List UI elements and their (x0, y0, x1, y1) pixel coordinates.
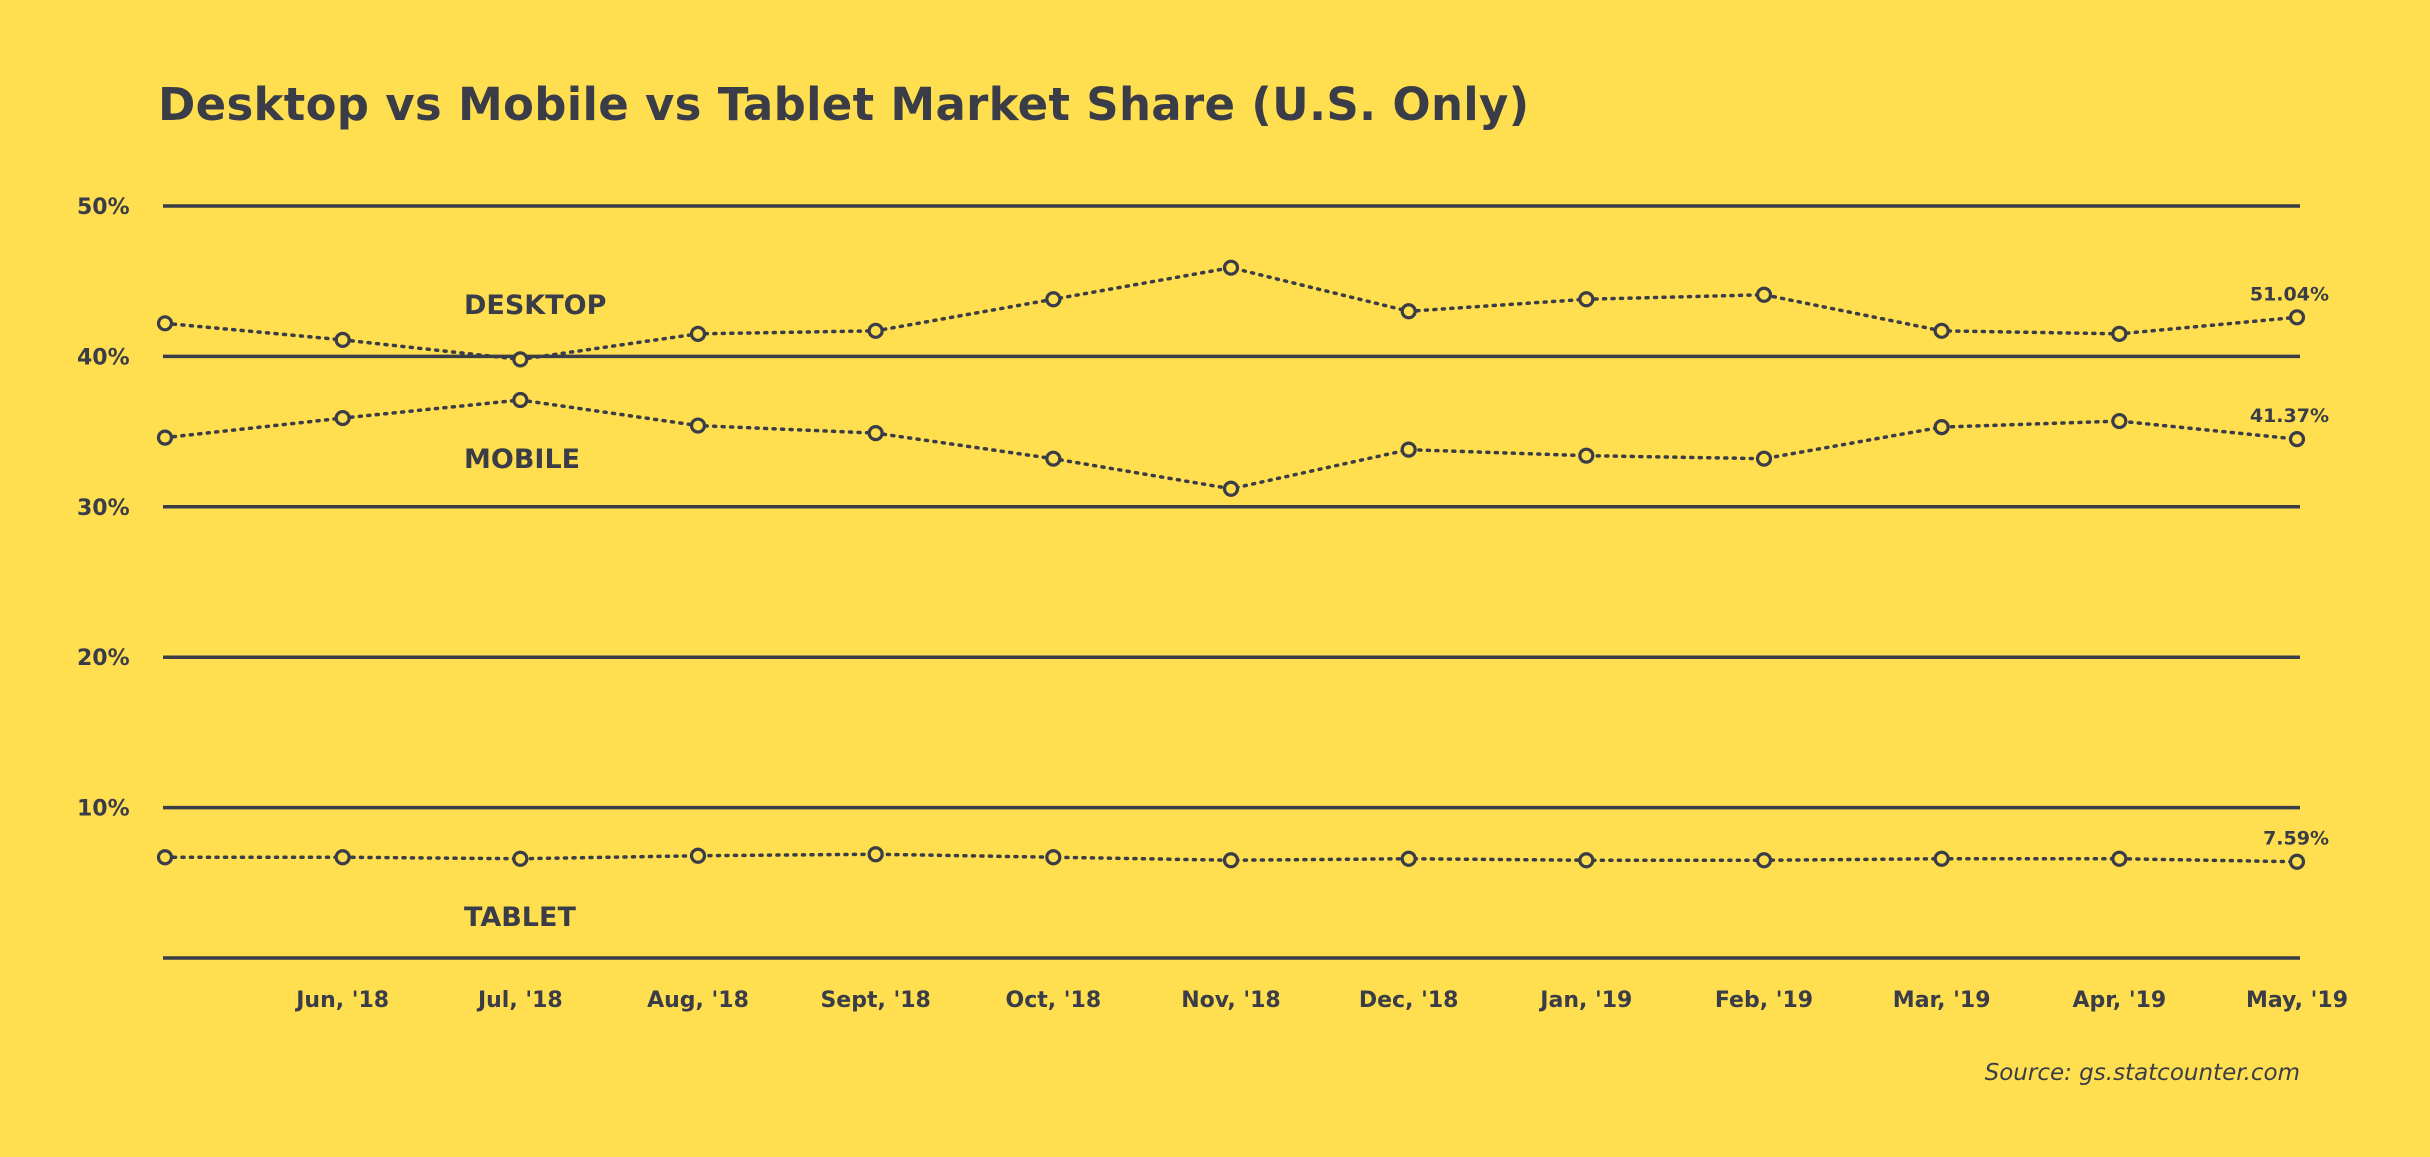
data-point-mobile (1755, 450, 1773, 467)
data-point-desktop (1400, 303, 1417, 320)
x-tick-label: May, '19 (2246, 988, 2348, 1013)
x-tick-label: Nov, '18 (1181, 988, 1280, 1013)
data-point-tablet (689, 847, 707, 864)
data-point-tablet (1045, 849, 1062, 866)
data-point-tablet (1222, 852, 1240, 869)
data-point-mobile (1933, 418, 1950, 436)
data-point-desktop (689, 325, 707, 342)
end-value-label-desktop: 51.04% (2250, 283, 2329, 305)
data-point-tablet (867, 846, 884, 863)
data-point-mobile (156, 429, 174, 446)
data-point-desktop (156, 315, 174, 332)
y-tick-label: 30% (77, 496, 130, 521)
data-point-mobile (334, 409, 351, 427)
data-point-tablet (156, 849, 174, 866)
series-tablet (156, 846, 2306, 870)
data-point-desktop (2288, 309, 2306, 326)
data-point-desktop (334, 331, 351, 348)
x-tick-label: Apr, '19 (2072, 988, 2166, 1013)
x-axis-tick-labels: Jun, '18 Jul, '18 Aug, '18 Sept, '18 Oct, '1… (294, 988, 2348, 1013)
series-desktop (156, 259, 2306, 368)
source-note: Source: gs.statcounter.com (1984, 1060, 2300, 1086)
x-tick-label: Jan, '19 (1538, 988, 1632, 1013)
series-label-tablet: TABLET (464, 902, 576, 933)
data-point-tablet (334, 849, 351, 866)
x-tick-label: Oct, '18 (1006, 988, 1102, 1013)
gridlines (163, 204, 2300, 960)
end-value-label-mobile: 41.37% (2250, 405, 2329, 427)
x-tick-label: Dec, '18 (1359, 988, 1459, 1013)
x-tick-label: Mar, '19 (1893, 988, 1991, 1013)
data-point-mobile (1222, 480, 1240, 497)
data-point-desktop (1755, 286, 1773, 303)
data-point-desktop (1933, 322, 1950, 339)
series-labels: DESKTOP 51.04% MOBILE 41.37% TABLET 7.59% (464, 283, 2329, 933)
data-point-desktop (1045, 291, 1062, 308)
x-tick-label: Feb, '19 (1715, 988, 1813, 1013)
data-point-tablet (1400, 850, 1417, 867)
y-axis-tick-labels: 10% 20% 30% 40% 50% (77, 195, 130, 822)
y-tick-label: 50% (77, 195, 130, 220)
x-tick-label: Jul, '18 (476, 988, 563, 1013)
x-tick-label: Sept, '18 (820, 988, 930, 1013)
series-label-desktop: DESKTOP (464, 290, 606, 321)
series-label-mobile: MOBILE (464, 444, 580, 475)
data-point-desktop (1578, 291, 1595, 308)
data-point-mobile (2111, 412, 2128, 430)
data-point-mobile (1578, 447, 1595, 464)
y-tick-label: 10% (77, 797, 130, 822)
data-point-tablet (2288, 853, 2306, 870)
data-point-mobile (2288, 431, 2306, 448)
data-point-desktop (1222, 259, 1240, 276)
data-point-tablet (1755, 852, 1773, 869)
data-point-mobile (689, 417, 707, 434)
series-group (156, 259, 2306, 870)
data-point-desktop (867, 322, 884, 339)
data-point-mobile (1045, 450, 1062, 467)
x-tick-label: Aug, '18 (647, 988, 749, 1013)
data-point-tablet (1578, 852, 1595, 869)
y-tick-label: 20% (77, 646, 130, 671)
end-value-label-tablet: 7.59% (2263, 828, 2329, 850)
data-point-tablet (512, 850, 529, 867)
data-point-tablet (2111, 850, 2128, 867)
y-tick-label: 40% (77, 345, 130, 370)
data-point-desktop (2111, 325, 2128, 342)
data-point-mobile (512, 391, 529, 409)
data-point-tablet (1933, 850, 1950, 867)
data-point-mobile (867, 425, 884, 442)
series-mobile (156, 391, 2306, 497)
chart-title: Desktop vs Mobile vs Tablet Market Share… (158, 78, 1530, 131)
data-point-mobile (1400, 441, 1417, 458)
data-point-desktop (512, 351, 529, 368)
x-tick-label: Jun, '18 (294, 988, 389, 1013)
